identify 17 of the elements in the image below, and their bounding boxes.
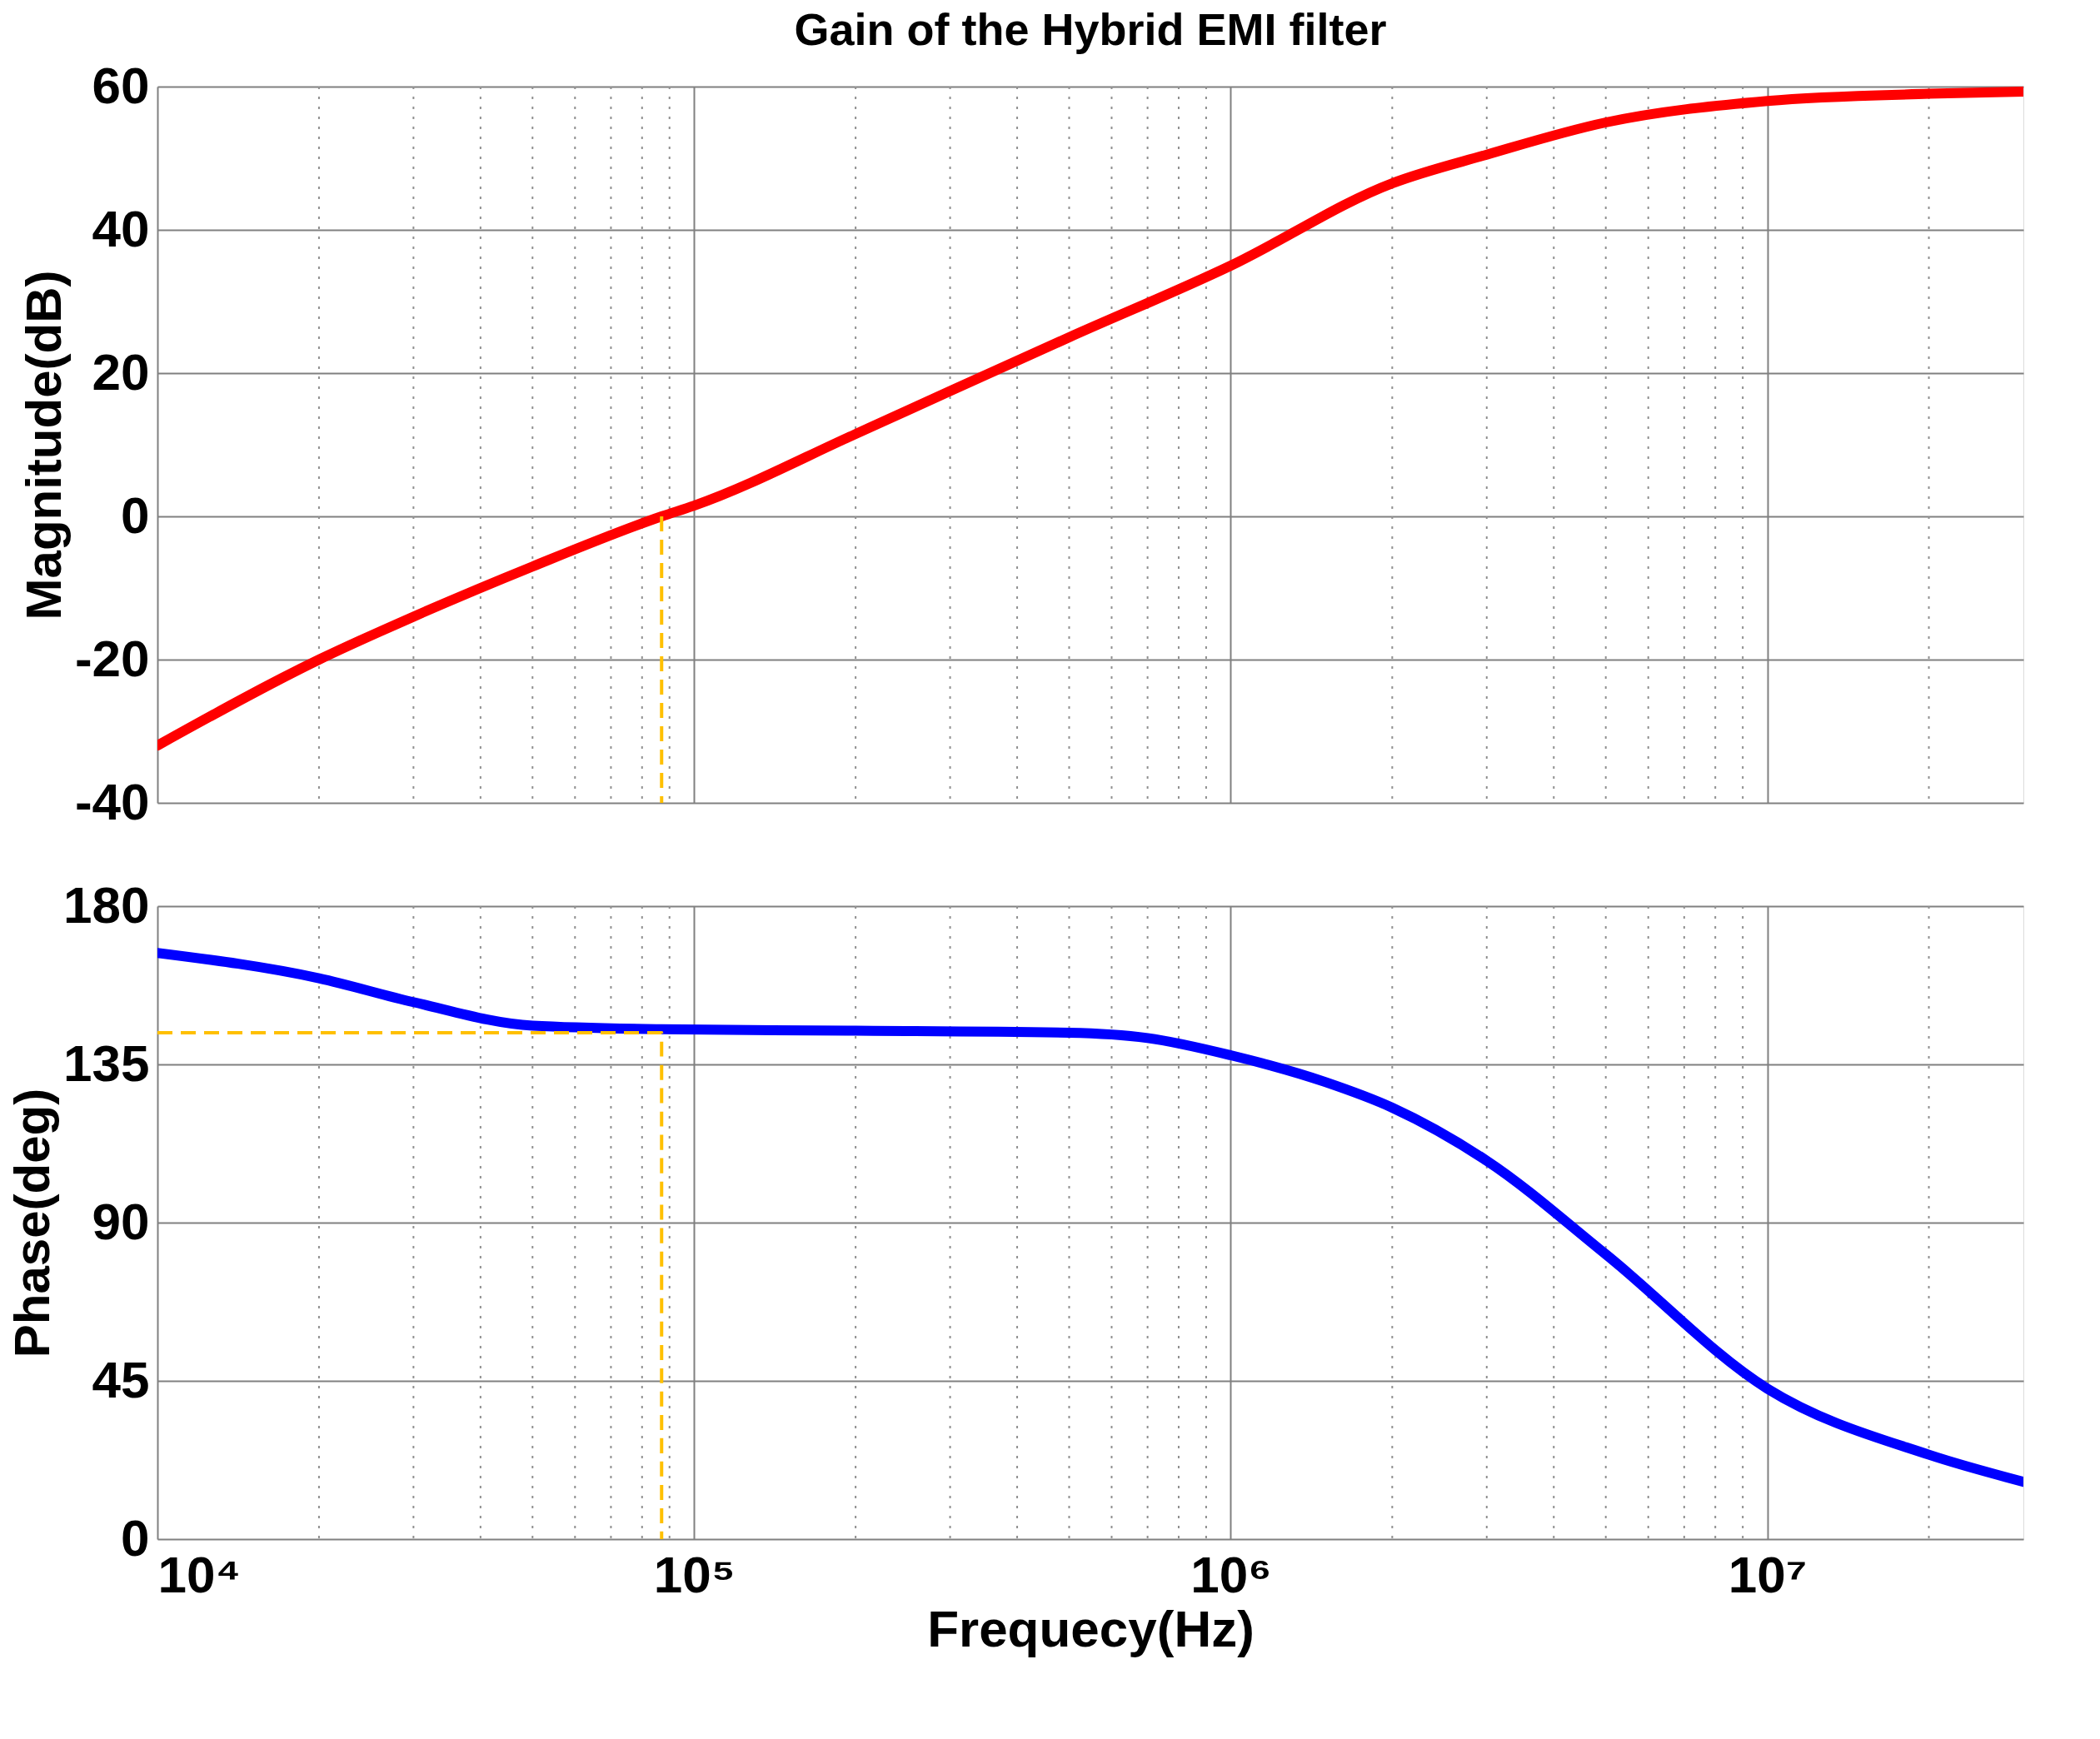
y-tick-label: 60 xyxy=(92,56,150,114)
y-tick-label: 180 xyxy=(63,875,150,934)
y-tick-label: 0 xyxy=(121,1508,150,1567)
x-tick-label: 10⁴ xyxy=(157,1545,242,1603)
y-tick-label: 135 xyxy=(63,1034,150,1092)
y-tick-label: -20 xyxy=(74,629,150,687)
x-tick-label: 10⁵ xyxy=(653,1545,736,1603)
y-tick-label: 45 xyxy=(92,1350,150,1408)
y-tick-label: 40 xyxy=(92,199,150,257)
y-axis-title: Phase(deg) xyxy=(4,1088,61,1358)
y-tick-label: -40 xyxy=(74,772,150,830)
y-tick-label: 90 xyxy=(92,1192,150,1250)
chart-title: Gain of the Hybrid EMI filter xyxy=(794,4,1387,54)
y-tick-label: 0 xyxy=(121,486,150,544)
x-tick-label: 10⁷ xyxy=(1728,1545,1808,1603)
y-tick-label: 20 xyxy=(92,342,150,401)
y-axis-title: Magnitude(dB) xyxy=(15,270,72,620)
